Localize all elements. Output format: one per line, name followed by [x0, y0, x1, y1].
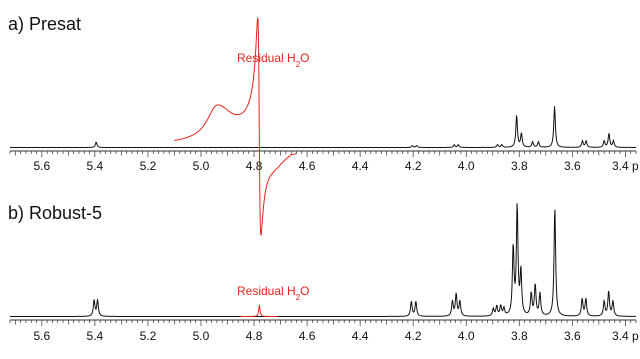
- x-tick-label: 4.2: [405, 329, 422, 343]
- x-tick-label: 5.0: [193, 329, 210, 343]
- x-tick-label: 4.6: [299, 329, 316, 343]
- x-tick-label: 5.2: [140, 159, 157, 173]
- x-tick-label: 3.8: [511, 329, 528, 343]
- panel-b-title: b) Robust-5: [8, 203, 103, 223]
- x-tick-label: 4.0: [458, 329, 475, 343]
- x-tick-label: 4.4: [352, 159, 369, 173]
- x-tick-label: 3.4 p: [612, 159, 639, 173]
- x-tick-label: 3.8: [511, 159, 528, 173]
- spectrum-line: [10, 106, 636, 148]
- x-tick-label: 4.4: [352, 329, 369, 343]
- x-tick-label: 5.6: [33, 159, 50, 173]
- x-tick-label: 5.4: [87, 159, 104, 173]
- x-tick-label: 4.2: [405, 159, 422, 173]
- residual-water-label: Residual H2O: [237, 51, 310, 69]
- water-signal-line: [240, 303, 278, 317]
- x-tick-label: 3.6: [564, 329, 581, 343]
- x-tick-label: 3.6: [564, 159, 581, 173]
- panel-a-title: a) Presat: [8, 14, 82, 34]
- x-tick-label: 4.8: [246, 159, 263, 173]
- x-tick-label: 4.0: [458, 159, 475, 173]
- x-tick-label: 5.6: [33, 329, 50, 343]
- x-tick-label: 4.6: [299, 159, 316, 173]
- x-tick-label: 4.8: [246, 329, 263, 343]
- residual-water-label: Residual H2O: [237, 284, 310, 302]
- x-tick-label: 5.2: [140, 329, 157, 343]
- x-tick-label: 3.4 p: [612, 329, 639, 343]
- x-tick-label: 5.0: [193, 159, 210, 173]
- x-tick-label: 5.4: [87, 329, 104, 343]
- spectrum-line: [10, 203, 636, 317]
- water-signal-line: [174, 17, 297, 236]
